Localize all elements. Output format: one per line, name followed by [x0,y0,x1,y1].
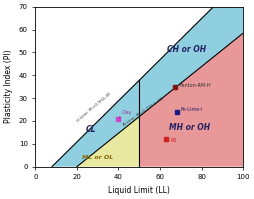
Text: ML or OL: ML or OL [82,155,113,160]
Text: Fenton-RM-H: Fenton-RM-H [175,83,211,88]
Text: A-Line: PI=0.73(LL-20): A-Line: PI=0.73(LL-20) [122,97,165,127]
Text: MH or OH: MH or OH [168,123,210,132]
Polygon shape [139,33,243,167]
Polygon shape [139,7,243,117]
Text: Clay: Clay [119,110,132,118]
Text: CH or OH: CH or OH [167,45,207,54]
Text: RS: RS [167,138,177,142]
X-axis label: Liquid Limit (LL): Liquid Limit (LL) [108,186,170,195]
Polygon shape [35,117,139,167]
Text: Fe-Lime-I: Fe-Lime-I [177,107,203,112]
Polygon shape [52,80,139,167]
Y-axis label: Plasticity Index (PI): Plasticity Index (PI) [4,50,13,123]
Text: CL: CL [86,125,97,134]
Text: U-Line: PI=0.9(LL-8): U-Line: PI=0.9(LL-8) [76,92,112,123]
